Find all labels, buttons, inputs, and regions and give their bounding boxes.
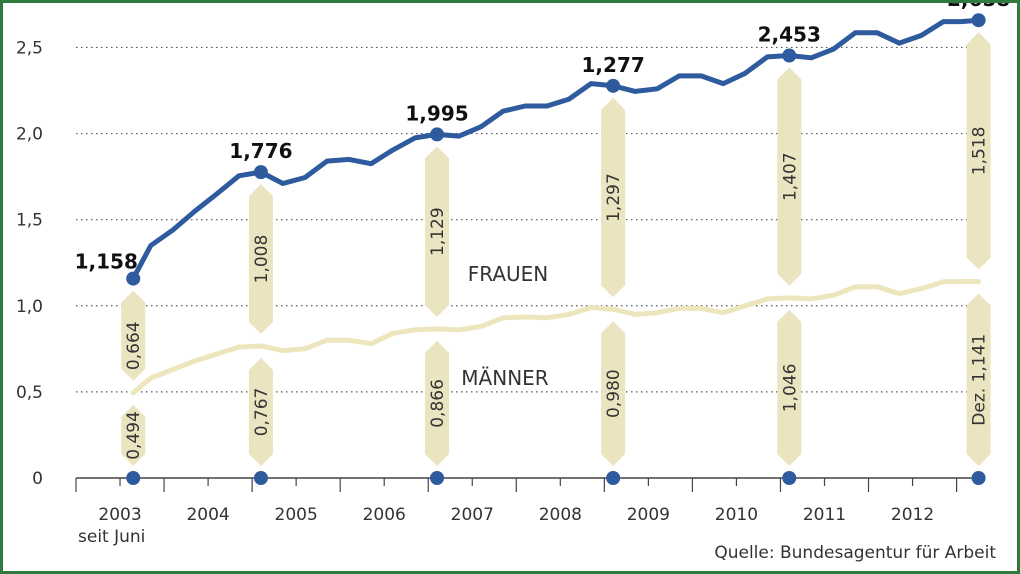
men-segment-bar xyxy=(777,309,802,466)
baseline-point-marker xyxy=(253,471,268,485)
total-value-label: 1,277 xyxy=(582,53,645,77)
total-point-marker xyxy=(253,165,268,180)
total-point-marker xyxy=(782,48,797,63)
total-point-marker xyxy=(606,78,621,93)
x-tick-label: 2009 xyxy=(627,505,670,525)
women-segment-bar xyxy=(777,67,802,286)
women-value-label: 1,129 xyxy=(428,207,448,256)
y-tick-label: 1,5 xyxy=(16,211,43,231)
total-value-label: 1,158 xyxy=(75,250,138,274)
x-tick-label: 2004 xyxy=(186,505,229,525)
men-value-label: 1,046 xyxy=(780,364,800,413)
women-segment-bar xyxy=(121,290,146,381)
total-value-label: 2,658 xyxy=(947,3,1010,11)
y-tick-label: 0,5 xyxy=(16,383,43,403)
x-tick-label: 2007 xyxy=(451,505,494,525)
baseline-point-marker xyxy=(971,471,986,485)
baseline-point-marker xyxy=(430,471,445,485)
men-segment-bar xyxy=(601,321,626,466)
men-segment-bar xyxy=(425,340,450,466)
total-point-marker xyxy=(971,13,986,28)
line-chart: 0 0,5 1,0 1,5 2,0 2,5 2003 2004 2005 2006 2007 2008… xyxy=(16,3,1010,563)
chart-frame: 0 0,5 1,0 1,5 2,0 2,5 2003 2004 2005 2006 2007 2008… xyxy=(3,3,1017,571)
men-value-label: 0,866 xyxy=(428,379,448,428)
men-value-label: 0,980 xyxy=(604,369,624,418)
x-tick-label: 2011 xyxy=(803,505,846,525)
men-line xyxy=(130,279,982,396)
men-value-label: 0,767 xyxy=(252,388,272,437)
men-value-label: Dez. 1,141 xyxy=(970,334,990,426)
baseline-point-marker xyxy=(782,471,797,485)
men-value-label: 0,494 xyxy=(124,411,144,460)
women-segment-bar xyxy=(248,184,273,334)
x-axis-note: seit Juni xyxy=(78,527,145,547)
men-series-label: MÄNNER xyxy=(461,366,548,390)
men-segment-bar xyxy=(248,357,273,466)
women-series-label: FRAUEN xyxy=(468,262,549,286)
x-tick-label: 2008 xyxy=(539,505,582,525)
x-tick-label: 2003 xyxy=(98,505,141,525)
total-value-label: 1,776 xyxy=(229,139,292,163)
y-tick-label: 1,0 xyxy=(16,297,43,317)
women-value-label: 1,407 xyxy=(780,152,800,201)
women-segment-bar xyxy=(966,32,991,270)
women-value-label: 0,664 xyxy=(124,321,144,370)
total-line xyxy=(130,17,982,282)
y-tick-label: 2,0 xyxy=(16,125,43,145)
y-tick-label: 2,5 xyxy=(16,38,43,58)
total-value-label: 2,453 xyxy=(758,23,821,47)
total-point-marker xyxy=(126,271,141,286)
total-point-marker xyxy=(430,127,445,142)
x-tick-label: 2010 xyxy=(715,505,758,525)
women-value-label: 1,518 xyxy=(970,127,990,176)
women-segment-bar xyxy=(601,97,626,298)
women-segment-bar xyxy=(425,146,450,317)
men-segment-bar xyxy=(966,293,991,466)
y-tick-label: 0 xyxy=(32,469,43,489)
total-value-label: 1,995 xyxy=(405,101,468,125)
men-segment-bar xyxy=(121,404,146,466)
baseline-point-marker xyxy=(606,471,621,485)
x-tick-label: 2006 xyxy=(363,505,406,525)
women-value-label: 1,008 xyxy=(252,235,272,284)
x-tick-label: 2005 xyxy=(275,505,318,525)
baseline-point-marker xyxy=(126,471,141,485)
source-text: Quelle: Bundesagentur für Arbeit xyxy=(714,543,996,563)
x-tick-label: 2012 xyxy=(891,505,934,525)
women-value-label: 1,297 xyxy=(604,173,624,222)
